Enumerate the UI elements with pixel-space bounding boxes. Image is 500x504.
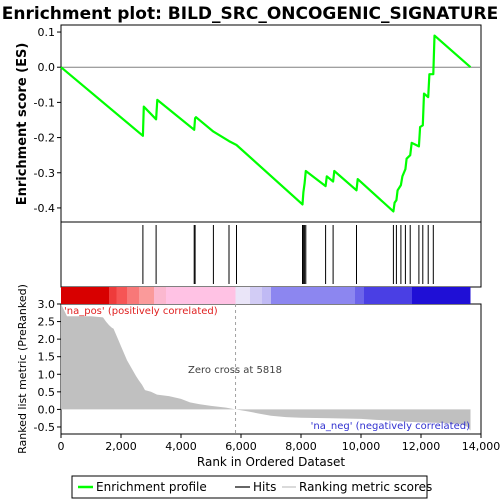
- color-bar-segment: [355, 287, 364, 304]
- color-bar-segment: [61, 287, 109, 304]
- color-bar-segment: [262, 287, 271, 304]
- x-tick-label: 14,000: [462, 440, 500, 453]
- es-ytick-label: 0.0: [38, 61, 56, 74]
- x-tick-label: 12,000: [402, 440, 441, 453]
- color-bar-segment: [235, 287, 250, 304]
- metric-ytick-label: 1.0: [38, 368, 56, 381]
- x-tick-label: 2,000: [105, 440, 137, 453]
- color-bar-segment: [412, 287, 471, 304]
- x-tick-label: 0: [58, 440, 65, 453]
- color-bar-segment: [364, 287, 412, 304]
- legend-label-hits: Hits: [253, 480, 276, 494]
- x-tick-label: 8,000: [285, 440, 317, 453]
- metric-ytick-label: 0.5: [38, 386, 56, 399]
- chart-title: Enrichment plot: BILD_SRC_ONCOGENIC_SIGN…: [2, 4, 498, 24]
- color-bar-segment: [109, 287, 117, 304]
- metric-ytick-label: 0.0: [38, 403, 56, 416]
- color-bar-segment: [127, 287, 139, 304]
- es-ytick-label: -0.1: [34, 96, 55, 109]
- color-bar-segment: [116, 287, 127, 304]
- es-ytick-label: 0.1: [38, 26, 56, 39]
- metric-ytick-label: 2.0: [38, 333, 56, 346]
- x-tick-label: 4,000: [165, 440, 197, 453]
- zero-cross-label: Zero cross at 5818: [188, 365, 282, 376]
- color-bar-segment: [271, 287, 355, 304]
- es-ytick-label: -0.2: [34, 132, 55, 145]
- enrichment-profile-line: [60, 34, 472, 213]
- metric-ytick-label: 1.5: [38, 351, 56, 364]
- es-ytick-label: -0.3: [34, 167, 55, 180]
- x-tick-label: 6,000: [225, 440, 257, 453]
- color-bar-segment: [154, 287, 166, 304]
- pos-corr-label: 'na_pos' (positively correlated): [64, 306, 218, 317]
- metric-ytick-label: -0.5: [34, 421, 55, 434]
- es-ytick-label: -0.4: [34, 202, 55, 215]
- ranking-metric-area: [61, 304, 471, 431]
- metric-ytick-label: 3.0: [38, 298, 56, 311]
- neg-corr-label: 'na_neg' (negatively correlated): [311, 421, 470, 432]
- x-tick-label: 10,000: [342, 440, 381, 453]
- color-bar-segment: [166, 287, 236, 304]
- color-bar-segment: [139, 287, 154, 304]
- color-bar-segment: [250, 287, 262, 304]
- es-ylabel: Enrichment score (ES): [15, 43, 30, 206]
- metric-ytick-label: 2.5: [38, 316, 56, 329]
- legend-label-profile: Enrichment profile: [96, 480, 207, 494]
- legend-label-metric: Ranking metric scores: [299, 480, 432, 494]
- x-axis-label: Rank in Ordered Dataset: [197, 455, 345, 469]
- metric-ylabel: Ranked list metric (PreRanked): [16, 284, 29, 454]
